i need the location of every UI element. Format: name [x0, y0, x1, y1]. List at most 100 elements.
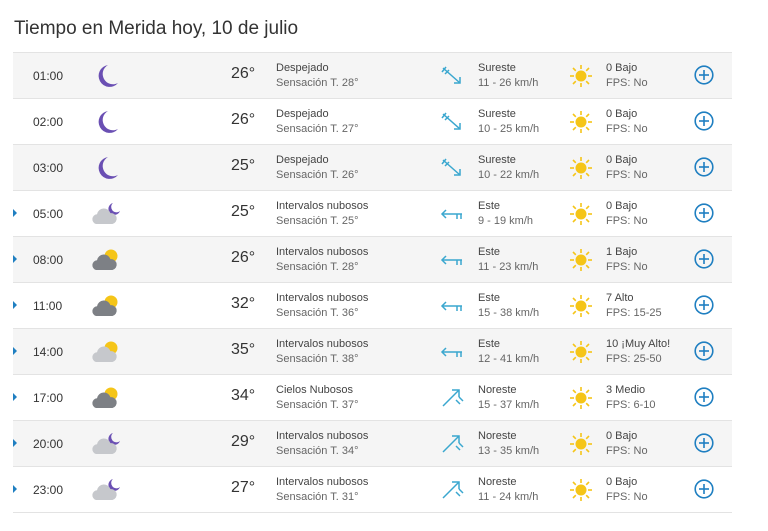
condition-label: Intervalos nubosos	[276, 246, 369, 258]
condition-label: Intervalos nubosos	[276, 292, 369, 304]
temperature: 26°	[231, 111, 256, 128]
sun-icon	[569, 294, 593, 318]
plus-circle-icon[interactable]	[694, 295, 714, 315]
plus-circle-icon[interactable]	[694, 111, 714, 131]
sun-icon	[569, 340, 593, 364]
wind-direction-label: Noreste	[478, 430, 517, 442]
fps-label: FPS: No	[606, 261, 648, 273]
forecast-row[interactable]: 17:00 34° Cielos Nubosos Sensación T. 37…	[13, 375, 732, 421]
condition-block: Despejado Sensación T. 28°	[276, 61, 358, 91]
sun-icon	[569, 248, 593, 272]
sun-icon	[569, 156, 593, 180]
cloud-moon-icon	[89, 475, 123, 505]
uv-block: 0 Bajo FPS: No	[606, 475, 648, 505]
forecast-row[interactable]: 08:00 26° Intervalos nubosos Sensación T…	[13, 237, 732, 283]
plus-circle-icon[interactable]	[694, 249, 714, 269]
plus-circle-icon[interactable]	[694, 341, 714, 361]
uv-block: 3 Medio FPS: 6-10	[606, 383, 656, 413]
expand-arrow-icon[interactable]	[13, 209, 17, 217]
fps-label: FPS: No	[606, 445, 648, 457]
hour-label: 03:00	[33, 161, 64, 175]
hour-label: 08:00	[33, 253, 64, 267]
expand-arrow-icon[interactable]	[13, 439, 17, 447]
forecast-row[interactable]: 20:00 29° Intervalos nubosos Sensación T…	[13, 421, 732, 467]
uv-index-label: 0 Bajo	[606, 476, 638, 488]
wind-speed-label: 10 - 25 km/h	[478, 123, 540, 135]
cloud-moon-icon	[89, 199, 123, 229]
feels-like-label: Sensación T. 34°	[276, 445, 359, 457]
condition-block: Intervalos nubosos Sensación T. 28°	[276, 245, 368, 275]
expand-arrow-icon[interactable]	[13, 485, 17, 493]
wind-speed-label: 13 - 35 km/h	[478, 445, 540, 457]
cloud-sun-dark-icon	[89, 245, 123, 275]
wind-speed-label: 15 - 38 km/h	[478, 307, 540, 319]
expand-arrow-icon[interactable]	[13, 347, 17, 355]
uv-block: 0 Bajo FPS: No	[606, 199, 648, 229]
plus-circle-icon[interactable]	[694, 433, 714, 453]
hour-label: 23:00	[33, 483, 64, 497]
wind-direction-label: Este	[478, 292, 501, 304]
feels-like-label: Sensación T. 38°	[276, 353, 359, 365]
hour-label: 17:00	[33, 391, 64, 405]
forecast-row[interactable]: 01:00 26° Despejado Sensación T. 28° Sur…	[13, 53, 732, 99]
forecast-row[interactable]: 11:00 32° Intervalos nubosos Sensación T…	[13, 283, 732, 329]
wind-speed-label: 9 - 19 km/h	[478, 215, 534, 227]
expand-arrow-icon[interactable]	[13, 255, 17, 263]
plus-circle-icon[interactable]	[694, 387, 714, 407]
wind-east-icon	[439, 293, 465, 319]
wind-block: Noreste 11 - 24 km/h	[478, 475, 538, 505]
uv-block: 0 Bajo FPS: No	[606, 61, 648, 91]
condition-label: Cielos Nubosos	[276, 384, 354, 396]
wind-block: Noreste 13 - 35 km/h	[478, 429, 539, 459]
temperature: 25°	[231, 157, 256, 174]
plus-circle-icon[interactable]	[694, 479, 714, 499]
uv-index-label: 7 Alto	[606, 292, 634, 304]
temperature: 26°	[231, 249, 256, 266]
wind-northeast-icon	[439, 431, 465, 457]
wind-direction-label: Noreste	[478, 476, 517, 488]
condition-block: Intervalos nubosos Sensación T. 34°	[276, 429, 368, 459]
condition-block: Despejado Sensación T. 26°	[276, 153, 358, 183]
wind-speed-label: 15 - 37 km/h	[478, 399, 540, 411]
sun-icon	[569, 432, 593, 456]
sun-icon	[569, 110, 593, 134]
cloud-moon-icon	[89, 429, 123, 459]
feels-like-label: Sensación T. 26°	[276, 169, 359, 181]
moon-icon	[89, 61, 123, 91]
fps-label: FPS: No	[606, 77, 648, 89]
hour-label: 02:00	[33, 115, 64, 129]
plus-circle-icon[interactable]	[694, 157, 714, 177]
wind-east-icon	[439, 339, 465, 365]
hour-label: 05:00	[33, 207, 64, 221]
wind-direction-label: Este	[478, 246, 501, 258]
uv-index-label: 0 Bajo	[606, 200, 638, 212]
forecast-row[interactable]: 23:00 27° Intervalos nubosos Sensación T…	[13, 467, 732, 513]
hourly-forecast-table: 01:00 26° Despejado Sensación T. 28° Sur…	[13, 52, 732, 513]
feels-like-label: Sensación T. 31°	[276, 491, 359, 503]
hour-label: 14:00	[33, 345, 64, 359]
temperature: 35°	[231, 341, 256, 358]
plus-circle-icon[interactable]	[694, 203, 714, 223]
cloud-sun-dark-icon	[89, 383, 123, 413]
feels-like-label: Sensación T. 36°	[276, 307, 359, 319]
forecast-row[interactable]: 14:00 35° Intervalos nubosos Sensación T…	[13, 329, 732, 375]
condition-label: Despejado	[276, 154, 329, 166]
expand-arrow-icon[interactable]	[13, 393, 17, 401]
forecast-row[interactable]: 03:00 25° Despejado Sensación T. 26° Sur…	[13, 145, 732, 191]
wind-block: Este 9 - 19 km/h	[478, 199, 533, 229]
uv-index-label: 0 Bajo	[606, 62, 638, 74]
condition-block: Intervalos nubosos Sensación T. 36°	[276, 291, 368, 321]
wind-northeast-icon	[439, 477, 465, 503]
fps-label: FPS: 15-25	[606, 307, 662, 319]
forecast-row[interactable]: 02:00 26° Despejado Sensación T. 27° Sur…	[13, 99, 732, 145]
expand-arrow-icon[interactable]	[13, 301, 17, 309]
wind-direction-label: Este	[478, 200, 501, 212]
plus-circle-icon[interactable]	[694, 65, 714, 85]
fps-label: FPS: 25-50	[606, 353, 662, 365]
feels-like-label: Sensación T. 25°	[276, 215, 359, 227]
wind-northeast-icon	[439, 385, 465, 411]
fps-label: FPS: No	[606, 123, 648, 135]
uv-index-label: 1 Bajo	[606, 246, 638, 258]
forecast-row[interactable]: 05:00 25° Intervalos nubosos Sensación T…	[13, 191, 732, 237]
temperature: 25°	[231, 203, 256, 220]
